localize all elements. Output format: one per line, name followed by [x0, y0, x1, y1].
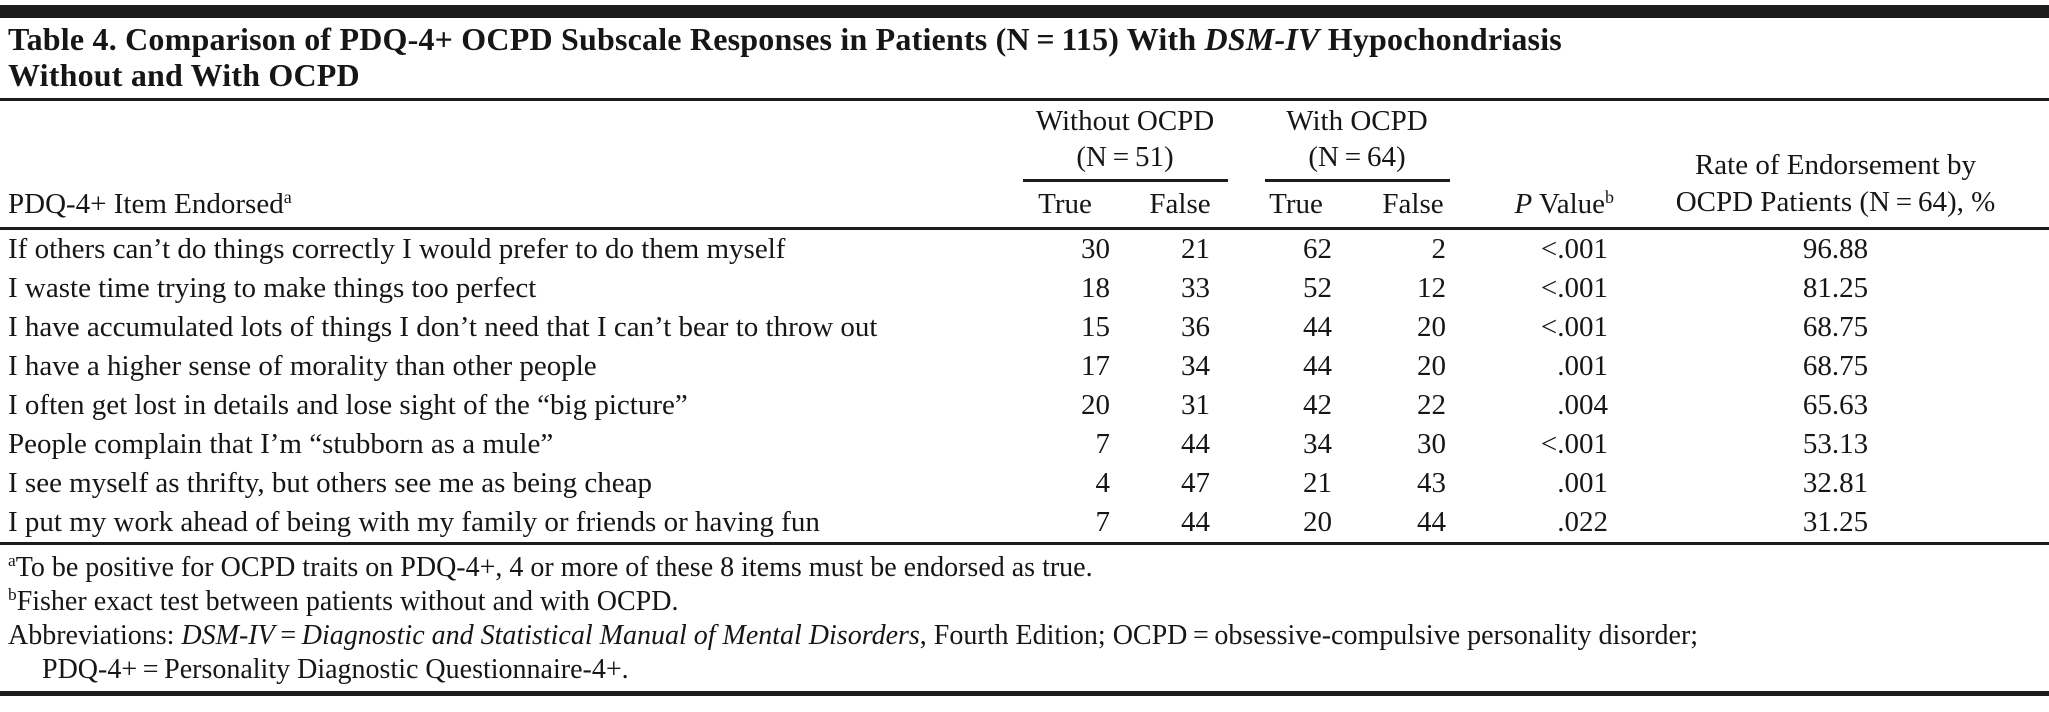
- cell-without-false: 21: [1181, 232, 1210, 265]
- col-header-rate-line2: OCPD Patients (N = 64), %: [1675, 185, 1996, 218]
- table-row: People complain that I’m “stubborn as a …: [0, 425, 2049, 464]
- col-header-p-value: P Valueb: [1474, 102, 1622, 230]
- cell-with-false: 44: [1417, 505, 1446, 538]
- footnote-a: aTo be positive for OCPD traits on PDQ-4…: [8, 550, 1093, 583]
- cell-with-true: 34: [1303, 427, 1332, 460]
- col-header-without-true: True: [1010, 182, 1120, 230]
- group-header-with-ocpd: With OCPD: [1286, 105, 1428, 137]
- col-header-with-true: True: [1240, 182, 1352, 230]
- col-header-rate-line1: Rate of Endorsement by: [1694, 148, 1977, 181]
- cell-rate: 65.63: [1802, 388, 1869, 421]
- cell-p-value: <.001: [1540, 271, 1608, 304]
- cell-with-false: 43: [1417, 466, 1446, 499]
- header-row-groups: PDQ-4+ Item Endorseda Without OCPD With …: [0, 102, 2049, 230]
- cell-rate: 68.75: [1802, 349, 1869, 382]
- group-header-without-ocpd: Without OCPD: [1035, 105, 1215, 137]
- group-n51: (N = 51): [1022, 141, 1228, 182]
- table-row: I see myself as thrifty, but others see …: [0, 464, 2049, 503]
- footnote-abbreviations-line2: PDQ-4+ = Personality Diagnostic Question…: [42, 653, 629, 685]
- table-row: I have a higher sense of morality than o…: [0, 347, 2049, 386]
- cell-rate: 31.25: [1802, 505, 1869, 538]
- table-bottom-rule: [0, 541, 2049, 545]
- cell-without-true: 7: [1095, 427, 1111, 460]
- cell-p-value: .001: [1557, 466, 1608, 499]
- cell-item: I have accumulated lots of things I don’…: [8, 310, 878, 343]
- cell-without-true: 30: [1081, 232, 1110, 265]
- table-title-line2: Without and With OCPD: [8, 57, 360, 93]
- cell-with-false: 2: [1431, 232, 1447, 265]
- cell-item: I see myself as thrifty, but others see …: [8, 466, 652, 499]
- group-n64: (N = 64): [1264, 141, 1450, 182]
- cell-p-value: .001: [1557, 349, 1608, 382]
- cell-item: I have a higher sense of morality than o…: [8, 349, 597, 382]
- cell-rate: 32.81: [1802, 466, 1869, 499]
- data-table: PDQ-4+ Item Endorseda Without OCPD With …: [0, 102, 2049, 542]
- col-header-item: PDQ-4+ Item Endorseda: [0, 102, 1010, 230]
- col-header-without-false: False: [1120, 182, 1240, 230]
- col-header-rate: Rate of Endorsement by OCPD Patients (N …: [1622, 102, 2049, 230]
- cell-item: I often get lost in details and lose sig…: [8, 388, 688, 421]
- cell-without-false: 34: [1181, 349, 1210, 382]
- cell-with-true: 44: [1303, 349, 1332, 382]
- table-title-line1: Table 4. Comparison of PDQ-4+ OCPD Subsc…: [8, 21, 1562, 57]
- cell-with-false: 12: [1417, 271, 1446, 304]
- cell-with-true: 62: [1303, 232, 1332, 265]
- cell-p-value: <.001: [1540, 310, 1608, 343]
- cell-with-false: 20: [1417, 349, 1446, 382]
- cell-item: I waste time trying to make things too p…: [8, 271, 537, 304]
- cell-without-true: 18: [1081, 271, 1110, 304]
- cell-without-true: 7: [1095, 505, 1111, 538]
- cell-without-false: 47: [1181, 466, 1210, 499]
- cell-with-false: 22: [1417, 388, 1446, 421]
- cell-without-false: 44: [1181, 427, 1210, 460]
- cell-item: If others can’t do things correctly I wo…: [8, 232, 786, 265]
- table-row: I often get lost in details and lose sig…: [0, 386, 2049, 425]
- cell-p-value: .022: [1557, 505, 1608, 538]
- group-header-with-n: (N = 64): [1240, 138, 1474, 182]
- cell-p-value: <.001: [1540, 232, 1608, 265]
- title-divider-rule: [0, 98, 2049, 101]
- header-row-truefalse: True False True False: [0, 182, 2049, 230]
- figure-bottom-rule: [0, 690, 2049, 696]
- table-row: I have accumulated lots of things I don’…: [0, 308, 2049, 347]
- cell-rate: 53.13: [1802, 427, 1869, 460]
- footnote-b: bFisher exact test between patients with…: [8, 584, 679, 617]
- cell-without-true: 4: [1095, 466, 1111, 499]
- cell-without-false: 33: [1181, 271, 1210, 304]
- col-header-with-false: False: [1352, 182, 1474, 230]
- cell-with-true: 44: [1303, 310, 1332, 343]
- cell-without-true: 20: [1081, 388, 1110, 421]
- footnote-abbreviations-line1: Abbreviations: DSM-IV = Diagnostic and S…: [8, 619, 1699, 651]
- footnotes: aTo be positive for OCPD traits on PDQ-4…: [0, 545, 2049, 687]
- cell-rate: 96.88: [1802, 232, 1869, 265]
- cell-without-false: 44: [1181, 505, 1210, 538]
- cell-item: People complain that I’m “stubborn as a …: [8, 427, 554, 460]
- cell-with-false: 20: [1417, 310, 1446, 343]
- cell-rate: 81.25: [1802, 271, 1869, 304]
- group-header-without-n: (N = 51): [1010, 138, 1240, 182]
- table-row: If others can’t do things correctly I wo…: [0, 228, 2049, 269]
- cell-p-value: <.001: [1540, 427, 1608, 460]
- cell-with-false: 30: [1417, 427, 1446, 460]
- cell-without-true: 17: [1081, 349, 1110, 382]
- table-row: I put my work ahead of being with my fam…: [0, 503, 2049, 542]
- table-row: I waste time trying to make things too p…: [0, 269, 2049, 308]
- cell-with-true: 20: [1303, 505, 1332, 538]
- cell-with-true: 42: [1303, 388, 1332, 421]
- cell-with-true: 21: [1303, 466, 1332, 499]
- cell-without-false: 36: [1181, 310, 1210, 343]
- cell-without-false: 31: [1181, 388, 1210, 421]
- cell-with-true: 52: [1303, 271, 1332, 304]
- header-row-n: (N = 51) (N = 64): [0, 138, 2049, 182]
- cell-p-value: .004: [1557, 388, 1608, 421]
- cell-without-true: 15: [1081, 310, 1110, 343]
- table-title: Table 4. Comparison of PDQ-4+ OCPD Subsc…: [0, 18, 2049, 98]
- cell-item: I put my work ahead of being with my fam…: [8, 505, 820, 538]
- top-rule: [0, 5, 2049, 18]
- cell-rate: 68.75: [1802, 310, 1869, 343]
- journal-table-figure: Table 4. Comparison of PDQ-4+ OCPD Subsc…: [0, 5, 2049, 712]
